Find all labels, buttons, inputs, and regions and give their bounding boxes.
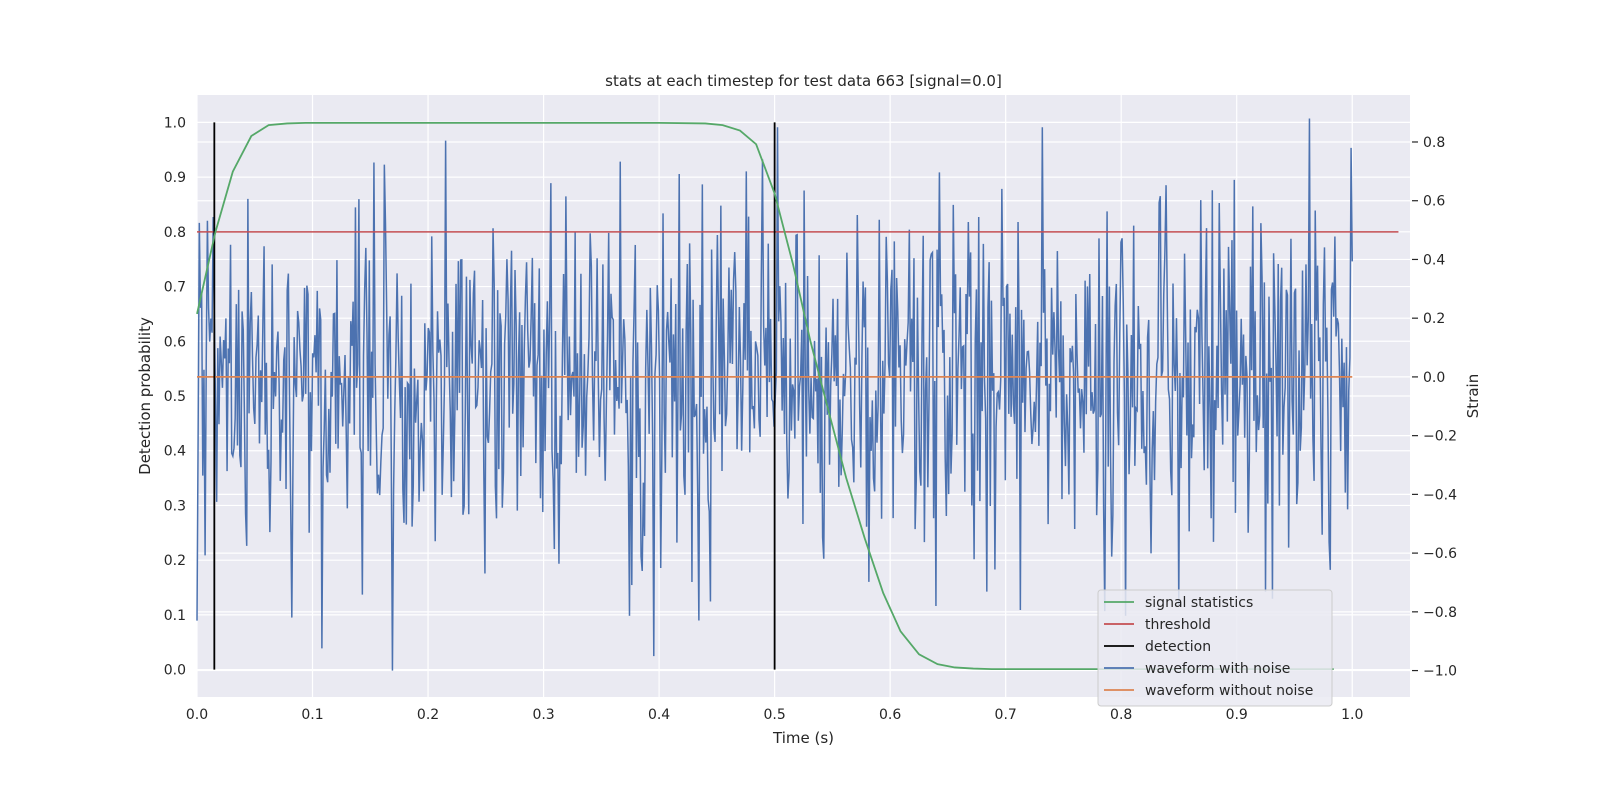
y2-tick-label: −1.0 — [1423, 664, 1457, 680]
series-signal-statistics — [196, 122, 1334, 670]
x-tick-label: 0.2 — [417, 707, 439, 723]
legend-label: waveform with noise — [1145, 661, 1290, 677]
x-tick-label: 0.5 — [763, 707, 785, 723]
x-tick-label: 0.3 — [532, 707, 554, 723]
y-tick-label: 0.5 — [164, 389, 186, 405]
tick-labels: 0.0 0.1 0.2 0.3 0.4 0.5 0.6 0.7 0.8 0.9 1.0 0.0 0.1 0… — [164, 115, 1457, 723]
legend-items: signal statistics threshold detection wavef… — [1104, 595, 1313, 699]
legend-label: threshold — [1145, 617, 1211, 633]
x-tick-label: 0.7 — [995, 707, 1017, 723]
y2-tick-label: 0.6 — [1423, 194, 1445, 210]
y-tick-label: 0.3 — [164, 498, 186, 514]
legend-label: signal statistics — [1145, 595, 1253, 611]
y-tick-label: 0.2 — [164, 553, 186, 569]
x-tick-label: 0.0 — [186, 707, 208, 723]
y2-tick-label: −0.8 — [1423, 605, 1457, 621]
y2-tick-label: −0.6 — [1423, 546, 1457, 562]
y-tick-label: 0.8 — [164, 225, 186, 241]
y-tick-label: 0.6 — [164, 334, 186, 350]
legend-label: detection — [1145, 639, 1211, 655]
x-tick-label: 0.9 — [1226, 707, 1248, 723]
y-axis-title: Detection probability — [136, 317, 154, 475]
x-axis-title: Time (s) — [772, 729, 834, 747]
x-tick-label: 0.1 — [301, 707, 323, 723]
y2-tick-label: 0.8 — [1423, 135, 1445, 151]
y-tick-label: 0.0 — [164, 663, 186, 679]
x-tick-label: 0.4 — [648, 707, 670, 723]
y-tick-label: 0.4 — [164, 444, 186, 460]
y-tick-label: 0.9 — [164, 170, 186, 186]
series-layer — [196, 118, 1399, 671]
y2-tick-label: −0.4 — [1423, 487, 1457, 503]
y-tick-label: 0.1 — [164, 608, 186, 624]
y-tick-label: 0.7 — [164, 280, 186, 296]
y2-tick-label: −0.2 — [1423, 429, 1457, 445]
y2-tick-label: 0.2 — [1423, 311, 1445, 327]
legend: signal statistics threshold detection wavef… — [1097, 589, 1333, 707]
x-tick-label: 0.8 — [1110, 707, 1132, 723]
x-tick-label: 1.0 — [1341, 707, 1363, 723]
y2-tick-label: 0.0 — [1423, 370, 1445, 386]
y2-axis-title: Strain — [1464, 374, 1482, 418]
legend-box — [1097, 589, 1333, 707]
legend-label: waveform without noise — [1145, 683, 1313, 699]
x-tick-label: 0.6 — [879, 707, 901, 723]
y2-tick-label: 0.4 — [1423, 252, 1445, 268]
y-tick-label: 1.0 — [164, 115, 186, 131]
chart-title: stats at each timestep for test data 663… — [605, 72, 1002, 90]
